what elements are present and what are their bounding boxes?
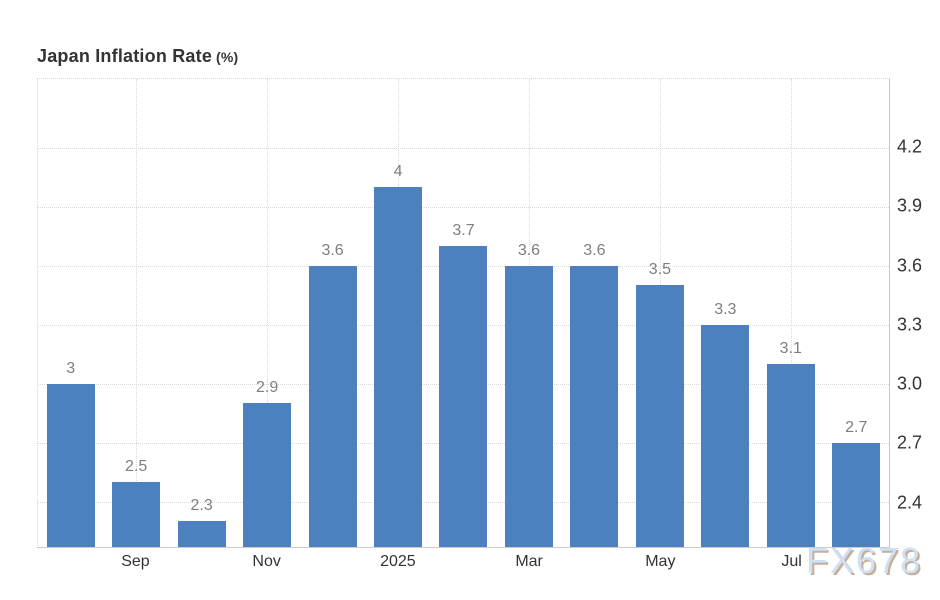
bar-value-label: 3.5 [648, 261, 671, 279]
bar [46, 383, 95, 547]
bar-slot: 3 [38, 79, 103, 547]
chart-title-text: Japan Inflation Rate [37, 46, 213, 66]
bar-slot: 3.6 [496, 79, 561, 547]
y-tick-label: 3.3 [897, 314, 923, 335]
x-tick-label: Jul [781, 553, 802, 570]
bar [112, 482, 161, 547]
bar-value-label: 3.3 [714, 300, 737, 318]
bar [243, 403, 292, 547]
bar-slot: 4 [365, 79, 430, 547]
bar [177, 521, 226, 547]
bar [504, 265, 553, 547]
x-tick-label: Nov [252, 553, 281, 570]
bar-slot: 3.7 [431, 79, 496, 547]
y-tick-label: 2.7 [897, 432, 923, 453]
bar-value-label: 3.6 [321, 241, 344, 259]
x-tick-label: Mar [515, 553, 543, 570]
bar-value-label: 2.3 [190, 497, 213, 515]
bar-slot: 2.7 [824, 79, 889, 547]
bar [766, 364, 815, 547]
bar [701, 324, 750, 547]
bar-slot: 2.5 [103, 79, 168, 547]
x-axis-tick [890, 548, 898, 549]
bar-slot: 2.9 [234, 79, 299, 547]
x-tick-label: 2025 [380, 553, 416, 570]
bar-slot: 3.3 [693, 79, 758, 547]
y-tick-label: 3.0 [897, 373, 923, 394]
bar-slot: 3.5 [627, 79, 692, 547]
y-tick-label: 3.6 [897, 255, 923, 276]
bar-slot: 3.1 [758, 79, 823, 547]
bar-value-label: 2.9 [255, 379, 279, 397]
y-gridline [38, 147, 889, 149]
bar-value-label: 3 [66, 359, 76, 377]
bar-slot: 2.3 [169, 79, 234, 547]
bar-value-label: 3.6 [517, 241, 541, 259]
bar-slot: 3.6 [300, 79, 365, 547]
x-gridline [790, 79, 792, 547]
bar [635, 285, 684, 547]
x-tick-label: May [645, 553, 676, 570]
bar-value-label: 3.1 [779, 340, 802, 358]
bar [374, 187, 423, 547]
bar-value-label: 3.7 [452, 222, 475, 240]
watermark: FX678 [806, 540, 923, 581]
bar [832, 442, 881, 547]
x-axis-labels: Sep Nov 2025 Mar May Jul [37, 553, 890, 575]
bar-value-label: 2.5 [125, 458, 148, 476]
y-tick-label: 3.9 [897, 195, 923, 216]
bar-value-label: 3.6 [583, 241, 606, 259]
y-gridline [38, 206, 889, 208]
y-tick-label: 2.4 [897, 492, 923, 513]
bar [308, 265, 357, 547]
y-tick-label: 4.2 [897, 136, 923, 157]
bar [570, 265, 619, 547]
chart-title: Japan Inflation Rate (%) [37, 46, 238, 67]
plot-area: 3 2.5 2.3 2.9 3.6 4 3.7 3.6 3.6 3.5 3.3 3.1 2.7 [37, 78, 890, 548]
x-tick-label: Sep [121, 553, 150, 570]
bar-slot: 3.6 [562, 79, 627, 547]
bar-value-label: 4 [393, 163, 403, 181]
y-axis-labels: 4.2 3.9 3.6 3.3 3.0 2.7 2.4 [897, 78, 940, 548]
x-gridline [136, 79, 138, 547]
bar [439, 246, 488, 547]
bar-value-label: 2.7 [845, 418, 868, 436]
x-gridline [267, 79, 269, 547]
chart-title-unit: (%) [216, 49, 239, 65]
